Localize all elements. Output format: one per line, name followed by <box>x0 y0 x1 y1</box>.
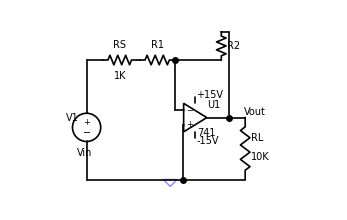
Text: 741: 741 <box>197 128 216 138</box>
Text: R2: R2 <box>227 41 240 51</box>
Text: U1: U1 <box>207 100 220 110</box>
Text: −: − <box>186 106 193 115</box>
Text: 1K: 1K <box>113 71 126 81</box>
Text: +: + <box>186 120 193 129</box>
Text: +15V: +15V <box>196 90 223 100</box>
Text: -15V: -15V <box>196 136 219 146</box>
Text: RL: RL <box>251 133 263 143</box>
Text: +: + <box>83 117 90 126</box>
Text: RS: RS <box>113 40 126 50</box>
Text: R1: R1 <box>151 40 164 50</box>
Text: −: − <box>83 128 91 138</box>
Text: 10K: 10K <box>251 152 269 162</box>
Text: Vin: Vin <box>77 148 92 158</box>
Text: V1: V1 <box>66 113 78 123</box>
Text: Vout: Vout <box>244 107 266 117</box>
